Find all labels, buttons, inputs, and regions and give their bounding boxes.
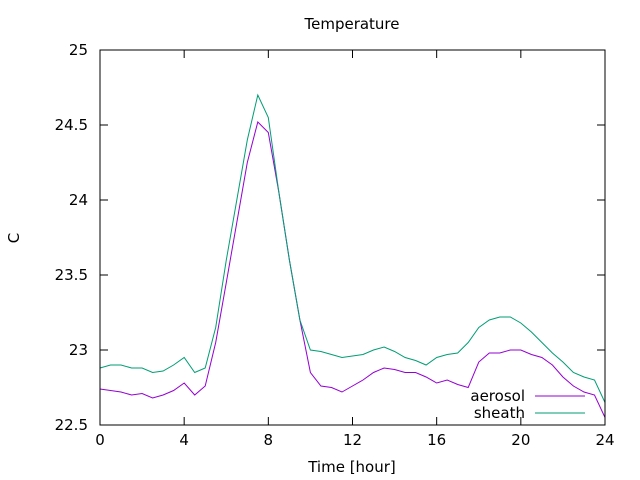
x-tick-label: 24 [595,431,614,449]
plot-frame [99,49,606,426]
legend-label-sheath: sheath [474,404,525,422]
y-tick-label: 24 [69,191,88,209]
y-tick-label: 22.5 [55,416,88,434]
x-axis-label: Time [hour] [307,458,396,476]
y-tick-label: 24.5 [55,116,88,134]
x-tick-label: 4 [179,431,189,449]
chart-title: Temperature [303,15,399,33]
y-axis-label: C [5,233,23,243]
x-tick-label: 8 [264,431,274,449]
x-tick-label: 12 [343,431,362,449]
x-tick-label: 16 [427,431,446,449]
y-tick-label: 23.5 [55,266,88,284]
axis-ticks: 0 4 8 12 16 20 24 22.5 23 23.5 24 24.5 25 [55,41,615,449]
y-tick-label: 23 [69,341,88,359]
y-tick-label: 25 [69,41,88,59]
legend-label-aerosol: aerosol [470,387,525,405]
series-line-sheath [99,93,606,403]
x-tick-label: 0 [95,431,105,449]
series-line-aerosol [99,121,606,418]
series-layer [99,93,606,418]
x-tick-label: 20 [511,431,530,449]
